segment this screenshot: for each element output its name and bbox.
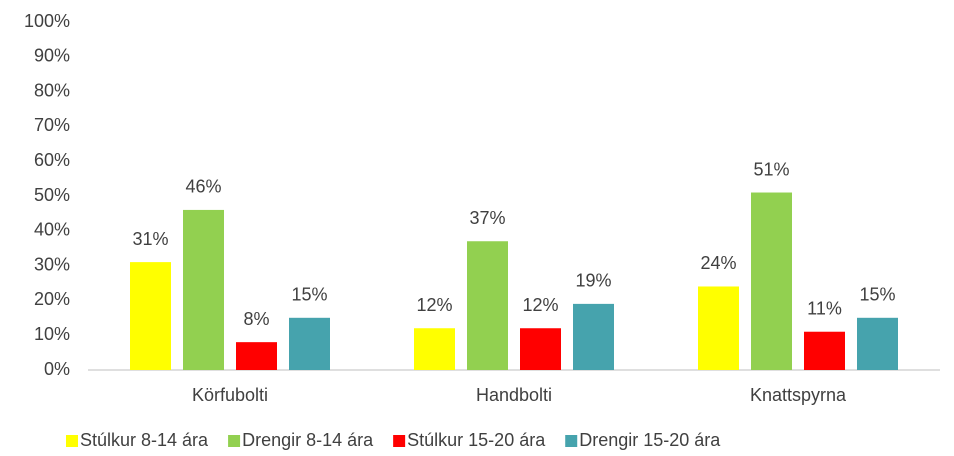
legend-label: Stúlkur 15-20 ára bbox=[407, 430, 546, 450]
y-tick-label: 40% bbox=[34, 220, 70, 240]
legend-swatch bbox=[228, 435, 241, 447]
value-label: 15% bbox=[291, 285, 327, 305]
y-tick-label: 10% bbox=[34, 324, 70, 344]
y-tick-label: 20% bbox=[34, 289, 70, 309]
y-tick-label: 50% bbox=[34, 185, 70, 205]
value-label: 12% bbox=[522, 295, 558, 315]
y-tick-label: 90% bbox=[34, 46, 70, 66]
bar bbox=[857, 317, 898, 370]
y-tick-label: 60% bbox=[34, 150, 70, 170]
y-tick-label: 0% bbox=[44, 359, 70, 379]
bar bbox=[751, 192, 792, 370]
legend-swatch bbox=[66, 435, 78, 447]
y-tick-label: 100% bbox=[24, 11, 70, 31]
legend-swatch bbox=[565, 435, 578, 447]
y-tick-label: 30% bbox=[34, 254, 70, 274]
legend-label: Drengir 8-14 ára bbox=[242, 430, 374, 450]
x-tick-label: Handbolti bbox=[476, 385, 552, 405]
bar bbox=[236, 342, 277, 370]
bar bbox=[414, 328, 455, 370]
value-label: 12% bbox=[416, 295, 452, 315]
x-tick-label: Knattspyrna bbox=[750, 385, 847, 405]
legend-swatch bbox=[393, 435, 406, 447]
bar bbox=[698, 286, 739, 370]
bar bbox=[289, 317, 330, 370]
bar bbox=[183, 209, 224, 370]
y-tick-label: 70% bbox=[34, 115, 70, 135]
bar bbox=[520, 328, 561, 370]
value-label: 31% bbox=[132, 229, 168, 249]
value-label: 19% bbox=[575, 271, 611, 291]
bar bbox=[573, 303, 614, 370]
value-label: 51% bbox=[753, 159, 789, 179]
value-label: 15% bbox=[859, 285, 895, 305]
value-label: 8% bbox=[243, 309, 269, 329]
legend-label: Stúlkur 8-14 ára bbox=[80, 430, 209, 450]
x-tick-label: Körfubolti bbox=[192, 385, 268, 405]
y-tick-label: 80% bbox=[34, 80, 70, 100]
legend-label: Drengir 15-20 ára bbox=[579, 430, 721, 450]
value-label: 46% bbox=[185, 177, 221, 197]
bar bbox=[130, 262, 171, 370]
bar bbox=[804, 331, 845, 370]
value-label: 11% bbox=[807, 298, 842, 318]
value-label: 37% bbox=[469, 208, 505, 228]
bar bbox=[467, 241, 508, 370]
value-label: 24% bbox=[700, 253, 736, 273]
